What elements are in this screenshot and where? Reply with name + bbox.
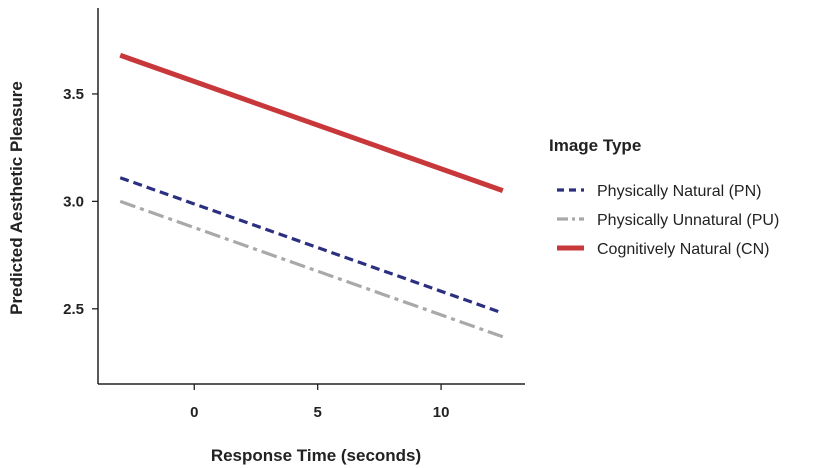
y-tick-label: 2.5 [63, 301, 84, 318]
legend: Physically Natural (PN) Physically Unnatu… [557, 183, 779, 258]
series-line-1 [119, 176, 504, 315]
legend-label-2: Physically Unnatural (PU) [597, 212, 779, 229]
y-tick-label: 3.5 [63, 86, 84, 103]
series-layer [119, 52, 504, 339]
x-axis-title: Response Time (seconds) [211, 446, 421, 465]
y-tick-label: 3.0 [63, 193, 84, 210]
axes: 0 5 10 2.5 3.0 3.5 [63, 8, 525, 421]
x-tick-label: 10 [433, 404, 450, 421]
legend-title: Image Type [549, 136, 641, 155]
series-line-3 [119, 52, 504, 193]
legend-label-1: Physically Natural (PN) [597, 183, 761, 200]
legend-label-3: Cognitively Natural (CN) [597, 241, 770, 258]
series-line-2 [119, 199, 504, 339]
x-tick-label: 5 [313, 404, 321, 421]
y-axis-title: Predicted Aesthetic Pleasure [7, 81, 26, 315]
x-tick-label: 0 [190, 404, 198, 421]
